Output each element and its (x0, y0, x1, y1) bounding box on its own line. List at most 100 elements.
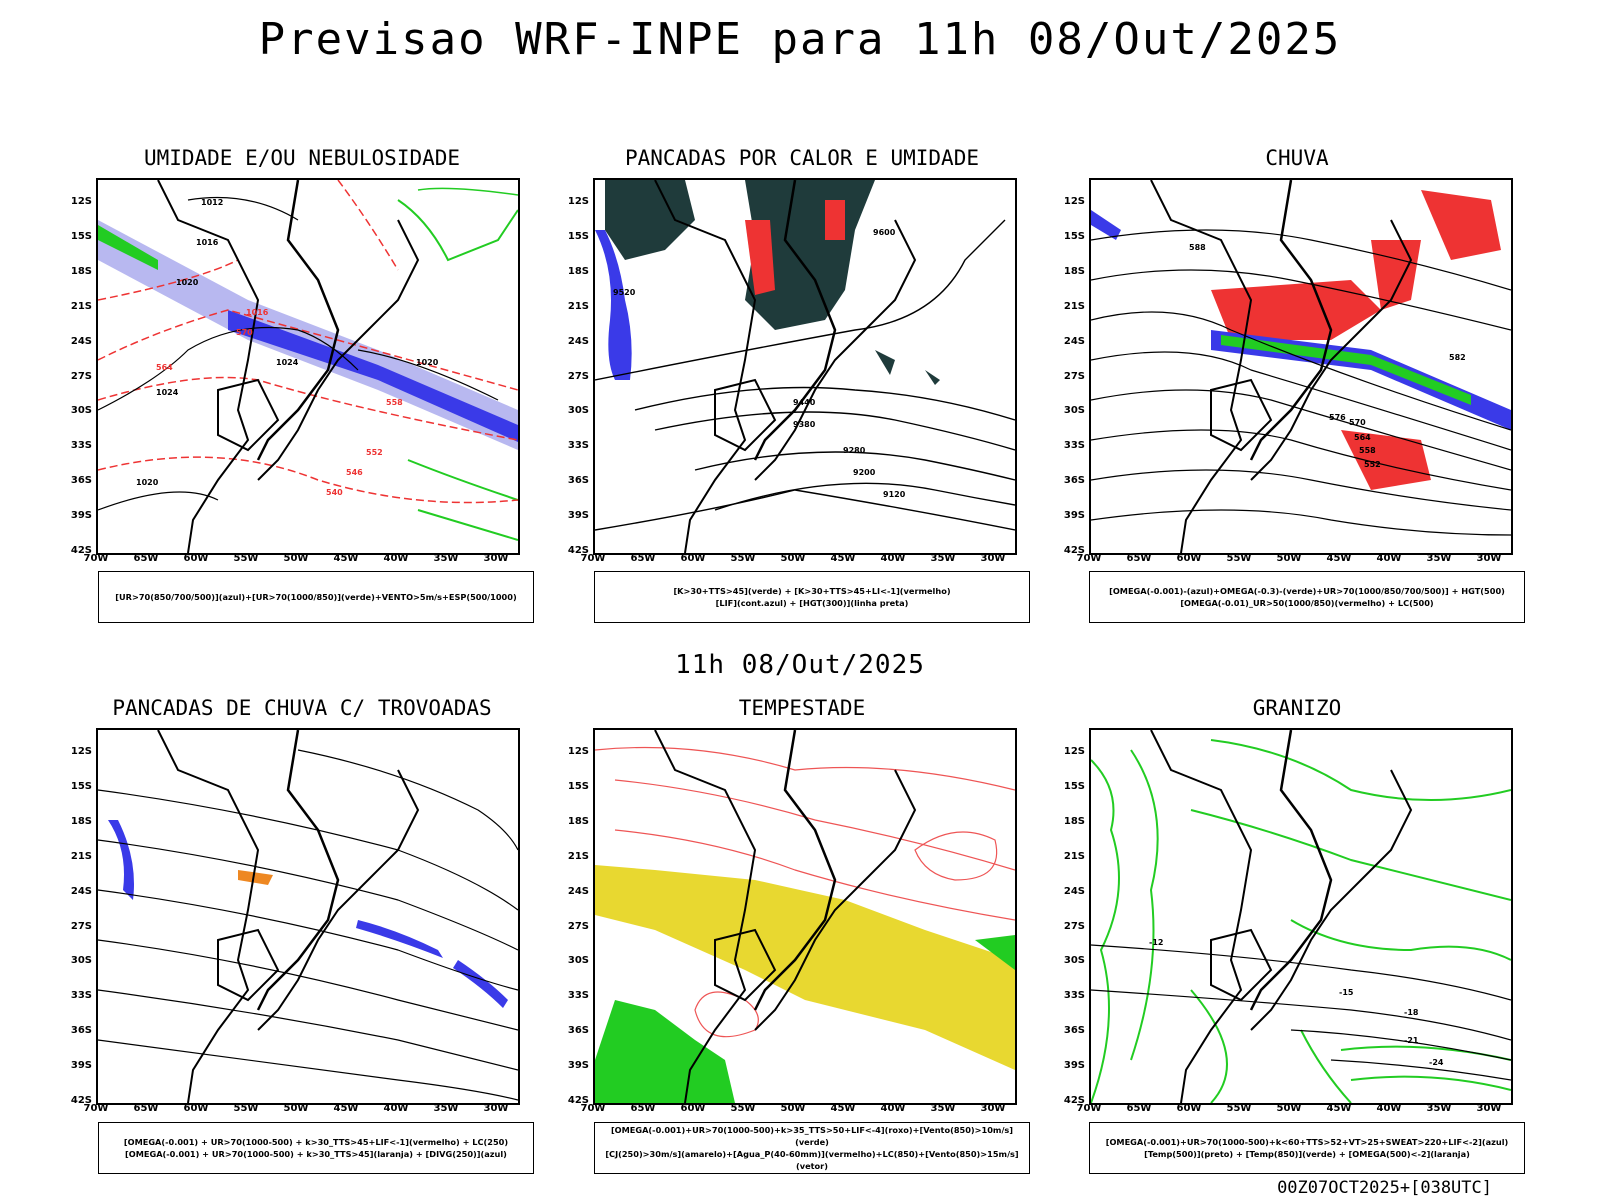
panel-2-map (593, 178, 1017, 555)
latitude-tick-label: 39S (70, 1060, 92, 1072)
longitude-tick-label: 35W (930, 1103, 956, 1114)
latitude-tick-label: 42S (70, 1095, 92, 1106)
forecast-time-subtitle: 11h 08/Out/2025 (675, 650, 925, 680)
longitude-tick-label: 55W (1226, 553, 1252, 564)
latitude-tick-label: 24S (70, 885, 92, 897)
latitude-tick-label: 27S (1063, 920, 1085, 932)
latitude-tick-label: 30S (1063, 405, 1085, 417)
contour-value-label: 1024 (276, 358, 299, 367)
longitude-tick-label: 70W (1076, 1103, 1102, 1114)
latitude-tick-label: 33S (70, 440, 92, 452)
latitude-tick-label: 42S (567, 1095, 589, 1106)
longitude-tick-label: 35W (1426, 1103, 1452, 1114)
longitude-tick-label: 60W (183, 553, 209, 564)
run-timestamp-footer: 00Z07OCT2025+[038UTC] (1277, 1178, 1492, 1198)
longitude-tick-label: 55W (233, 1103, 259, 1114)
latitude-tick-label: 39S (1063, 1060, 1085, 1072)
panel-5-plot (595, 730, 1015, 1103)
latitude-tick-label: 12S (1063, 196, 1085, 207)
contour-value-label: 1016 (246, 308, 269, 317)
latitude-tick-label: 15S (1063, 230, 1085, 242)
latitude-tick-label: 36S (1063, 1025, 1085, 1037)
contour-value-label: 9380 (793, 420, 816, 429)
latitude-tick-label: 33S (70, 990, 92, 1002)
longitude-tick-label: 40W (1376, 1103, 1402, 1114)
panel-5-legend-line: [CJ(250)>30m/s](amarelo)+[Agua_P(40-60mm… (605, 1149, 1019, 1171)
panel-6-map (1089, 728, 1513, 1105)
panel-2-legend: [K>30+TTS>45](verde) + [K>30+TTS>45+LI<-… (594, 571, 1030, 623)
contour-value-label: 9200 (853, 468, 876, 477)
contour-value-label: 1024 (156, 388, 179, 397)
longitude-tick-label: 45W (1326, 553, 1352, 564)
panel-1-map (96, 178, 520, 555)
longitude-tick-label: 45W (830, 1103, 856, 1114)
panel-4-legend-line: [OMEGA(-0.001) + UR>70(1000-500) + k>30_… (125, 1149, 507, 1159)
longitude-tick-label: 40W (383, 553, 409, 564)
panel-4-legend: [OMEGA(-0.001) + UR>70(1000-500) + k>30_… (98, 1122, 534, 1174)
latitude-tick-label: 15S (70, 230, 92, 242)
panel-3-legend-line: [OMEGA(-0.001)-(azul)+OMEGA(-0.3)-(verde… (1109, 586, 1505, 596)
latitude-tick-label: 39S (567, 510, 589, 522)
longitude-tick-label: 45W (1326, 1103, 1352, 1114)
latitude-tick-label: 42S (1063, 545, 1085, 556)
longitude-tick-label: 55W (730, 1103, 756, 1114)
latitude-tick-label: 36S (70, 475, 92, 487)
latitude-tick-label: 24S (70, 335, 92, 347)
contour-value-label: 564 (1354, 433, 1371, 442)
latitude-tick-label: 27S (1063, 370, 1085, 382)
latitude-tick-label: 39S (567, 1060, 589, 1072)
contour-value-label: 9280 (843, 446, 866, 455)
longitude-tick-label: 60W (183, 1103, 209, 1114)
panel-6-plot (1091, 730, 1511, 1103)
latitude-tick-label: 39S (70, 510, 92, 522)
contour-value-label: 564 (156, 363, 173, 372)
longitude-tick-label: 65W (630, 553, 656, 564)
longitude-tick-label: 30W (483, 1103, 509, 1114)
longitude-tick-label: 65W (1126, 553, 1152, 564)
longitude-tick-label: 30W (483, 553, 509, 564)
latitude-tick-label: 36S (567, 475, 589, 487)
longitude-tick-label: 70W (83, 553, 109, 564)
panel-1-title: UMIDADE E/OU NEBULOSIDADE (143, 146, 461, 170)
longitude-tick-label: 50W (1276, 1103, 1302, 1114)
latitude-tick-label: 21S (1063, 300, 1085, 312)
panel-1-plot (98, 180, 518, 553)
longitude-tick-label: 55W (233, 553, 259, 564)
latitude-tick-label: 24S (1063, 335, 1085, 347)
latitude-tick-label: 18S (70, 265, 92, 277)
longitude-tick-label: 65W (630, 1103, 656, 1114)
latitude-tick-label: 21S (1063, 850, 1085, 862)
latitude-tick-label: 24S (567, 335, 589, 347)
latitude-tick-label: 27S (567, 370, 589, 382)
panel-2-legend-line: [LIF](cont.azul) + [HGT(300)](linha pret… (715, 598, 909, 608)
panel-1-legend: [UR>70(850/700/500)](azul)+[UR>70(1000/8… (98, 571, 534, 623)
latitude-tick-label: 21S (567, 850, 589, 862)
latitude-tick-label: 18S (567, 815, 589, 827)
latitude-tick-label: 33S (1063, 440, 1085, 452)
contour-value-label: 552 (1364, 460, 1381, 469)
panel-4-map (96, 728, 520, 1105)
longitude-tick-label: 60W (680, 553, 706, 564)
panel-6-legend-line: [OMEGA(-0.001)+UR>70(1000-500)+k<60+TTS>… (1105, 1137, 1509, 1147)
latitude-tick-label: 18S (1063, 265, 1085, 277)
panel-5-title: TEMPESTADE (738, 696, 866, 720)
contour-value-label: -24 (1429, 1058, 1444, 1067)
latitude-tick-label: 27S (70, 370, 92, 382)
contour-value-label: 558 (1359, 446, 1376, 455)
panel-2-legend-line: [K>30+TTS>45](verde) + [K>30+TTS>45+LI<-… (673, 586, 951, 596)
contour-value-label: 540 (326, 488, 343, 497)
latitude-tick-label: 36S (567, 1025, 589, 1037)
latitude-tick-label: 15S (70, 780, 92, 792)
longitude-tick-label: 70W (83, 1103, 109, 1114)
latitude-tick-label: 36S (70, 1025, 92, 1037)
longitude-tick-label: 35W (1426, 553, 1452, 564)
latitude-tick-label: 42S (567, 545, 589, 556)
latitude-tick-label: 24S (1063, 885, 1085, 897)
longitude-tick-label: 55W (1226, 1103, 1252, 1114)
longitude-tick-label: 60W (680, 1103, 706, 1114)
panel-1-legend-line: [UR>70(850/700/500)](azul)+[UR>70(1000/8… (115, 592, 517, 602)
longitude-tick-label: 50W (283, 553, 309, 564)
contour-value-label: 570 (1349, 418, 1366, 427)
latitude-tick-label: 24S (567, 885, 589, 897)
panel-4-legend-line: [OMEGA(-0.001) + UR>70(1000-500) + k>30_… (123, 1137, 509, 1147)
